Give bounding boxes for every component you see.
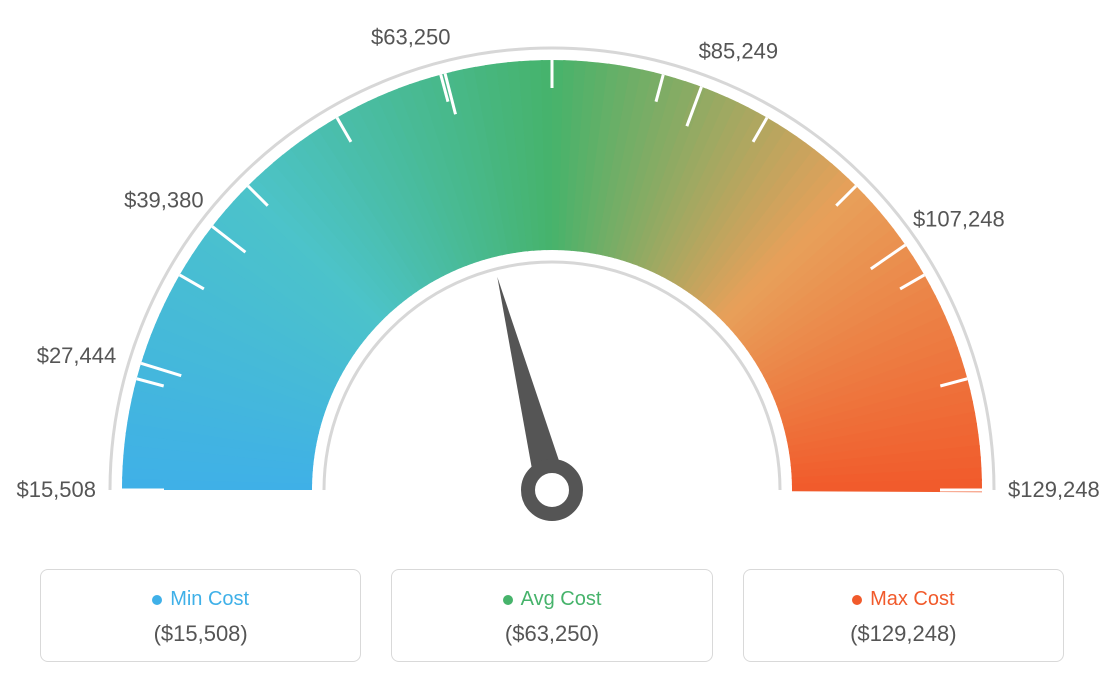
legend-avg-title: Avg Cost (503, 588, 602, 611)
legend-min-value: ($15,508) (51, 621, 350, 647)
legend: Min Cost ($15,508) Avg Cost ($63,250) Ma… (40, 569, 1064, 662)
legend-min-label: Min Cost (170, 588, 249, 611)
gauge-tick-label: $15,508 (16, 477, 96, 503)
gauge-svg (0, 0, 1104, 540)
legend-avg-value: ($63,250) (402, 621, 701, 647)
dot-icon (503, 595, 513, 605)
legend-avg: Avg Cost ($63,250) (391, 569, 712, 662)
legend-max: Max Cost ($129,248) (743, 569, 1064, 662)
gauge-tick-label: $107,248 (913, 207, 1005, 233)
gauge-tick-label: $63,250 (371, 25, 451, 51)
gauge-tick-label: $39,380 (124, 187, 204, 213)
chart-container: $15,508 $27,444 $39,380 $63,250 $85,249 $107,… (0, 0, 1104, 690)
legend-max-value: ($129,248) (754, 621, 1053, 647)
dot-icon (852, 595, 862, 605)
legend-min: Min Cost ($15,508) (40, 569, 361, 662)
gauge-tick-label: $27,444 (37, 343, 117, 369)
gauge-tick-label: $85,249 (699, 39, 779, 65)
dot-icon (152, 595, 162, 605)
legend-max-label: Max Cost (870, 588, 954, 611)
gauge: $15,508 $27,444 $39,380 $63,250 $85,249 $107,… (0, 0, 1104, 540)
legend-min-title: Min Cost (152, 588, 249, 611)
legend-avg-label: Avg Cost (521, 588, 602, 611)
legend-max-title: Max Cost (852, 588, 954, 611)
gauge-tick-label: $129,248 (1008, 477, 1100, 503)
